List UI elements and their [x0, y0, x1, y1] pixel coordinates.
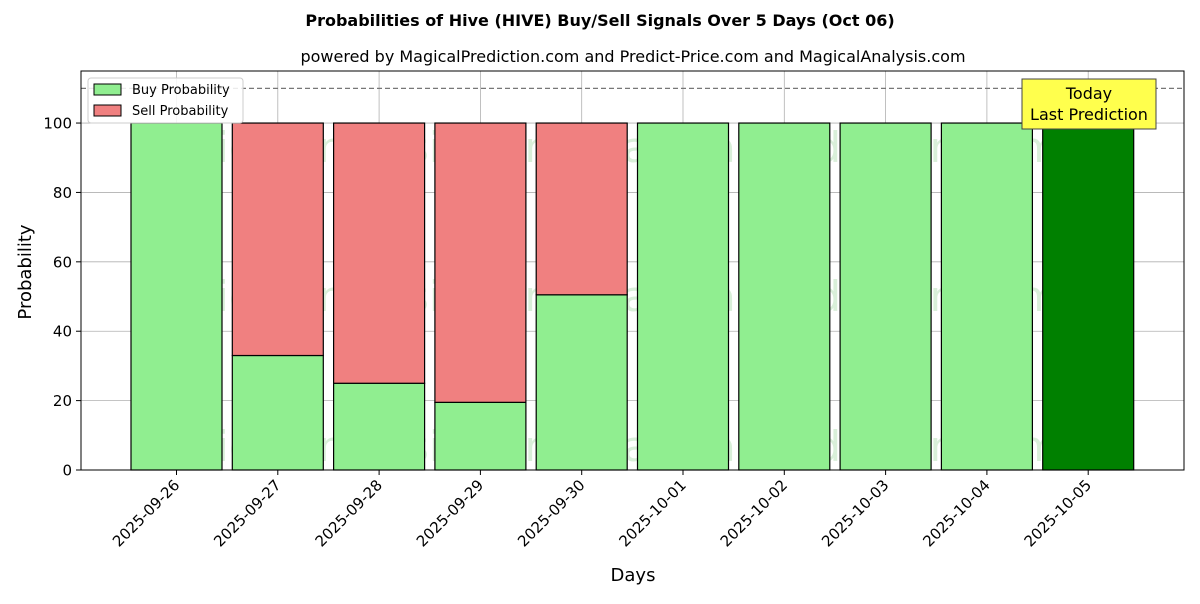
legend-label: Sell Probability: [132, 104, 229, 119]
legend: Buy Probability Sell Probability: [87, 77, 244, 124]
x-tick-label: 2025-10-03: [818, 476, 892, 550]
annotation-text: Today: [1065, 84, 1112, 103]
bar-sell-2025-09-30: [535, 122, 628, 296]
bar-buy-2025-09-28: [333, 382, 426, 471]
bar-buy-2025-10-03: [839, 122, 932, 471]
bar-sell-2025-09-29: [434, 122, 527, 403]
x-tick-label: 2025-09-29: [413, 476, 487, 550]
x-tick-label: 2025-10-01: [615, 476, 689, 550]
y-tick-label: 60: [53, 253, 72, 271]
chart-title: Probabilities of Hive (HIVE) Buy/Sell Si…: [305, 11, 894, 30]
chart-subtitle: powered by MagicalPrediction.com and Pre…: [300, 47, 965, 66]
today-annotation: Today Last Prediction: [1021, 78, 1157, 130]
bar-buy-2025-09-30: [535, 294, 628, 471]
bar-buy-2025-09-26: [130, 122, 223, 471]
bar-sell-2025-09-28: [333, 122, 426, 384]
plot-frame: [80, 70, 1185, 471]
bar-buy-2025-10-02: [738, 122, 831, 471]
legend-swatch: [93, 83, 122, 96]
x-tick-label: 2025-09-30: [514, 476, 588, 550]
bar-buy-2025-10-01: [636, 122, 730, 471]
legend-box: [87, 77, 244, 124]
y-tick-label: 40: [53, 323, 72, 341]
y-tick-label: 20: [53, 392, 72, 410]
y-tick-label: 80: [53, 184, 72, 202]
x-tick-label: 2025-09-27: [210, 476, 284, 550]
bar-buy-2025-09-27: [231, 354, 324, 471]
x-tick-label: 2025-10-05: [1021, 476, 1095, 550]
legend-swatch: [93, 104, 122, 117]
x-axis-label: Days: [611, 565, 656, 586]
y-tick-label: 100: [43, 115, 72, 133]
annotation-text: Last Prediction: [1030, 105, 1148, 124]
legend-label: Buy Probability: [132, 83, 230, 98]
y-tick-label: 0: [62, 462, 72, 480]
x-tick-label: 2025-09-26: [109, 476, 183, 550]
y-axis-label: Probability: [15, 224, 36, 319]
bar-buy-2025-10-05: [1042, 122, 1135, 471]
x-tick-label: 2025-10-02: [717, 476, 791, 550]
bar-sell-2025-09-27: [231, 122, 324, 357]
x-tick-label: 2025-09-28: [312, 476, 386, 550]
bar-buy-2025-09-29: [434, 401, 527, 471]
bar-buy-2025-10-04: [940, 122, 1034, 471]
x-tick-label: 2025-10-04: [919, 476, 993, 550]
annotation-box: [1021, 78, 1157, 130]
bars: [130, 122, 1135, 471]
